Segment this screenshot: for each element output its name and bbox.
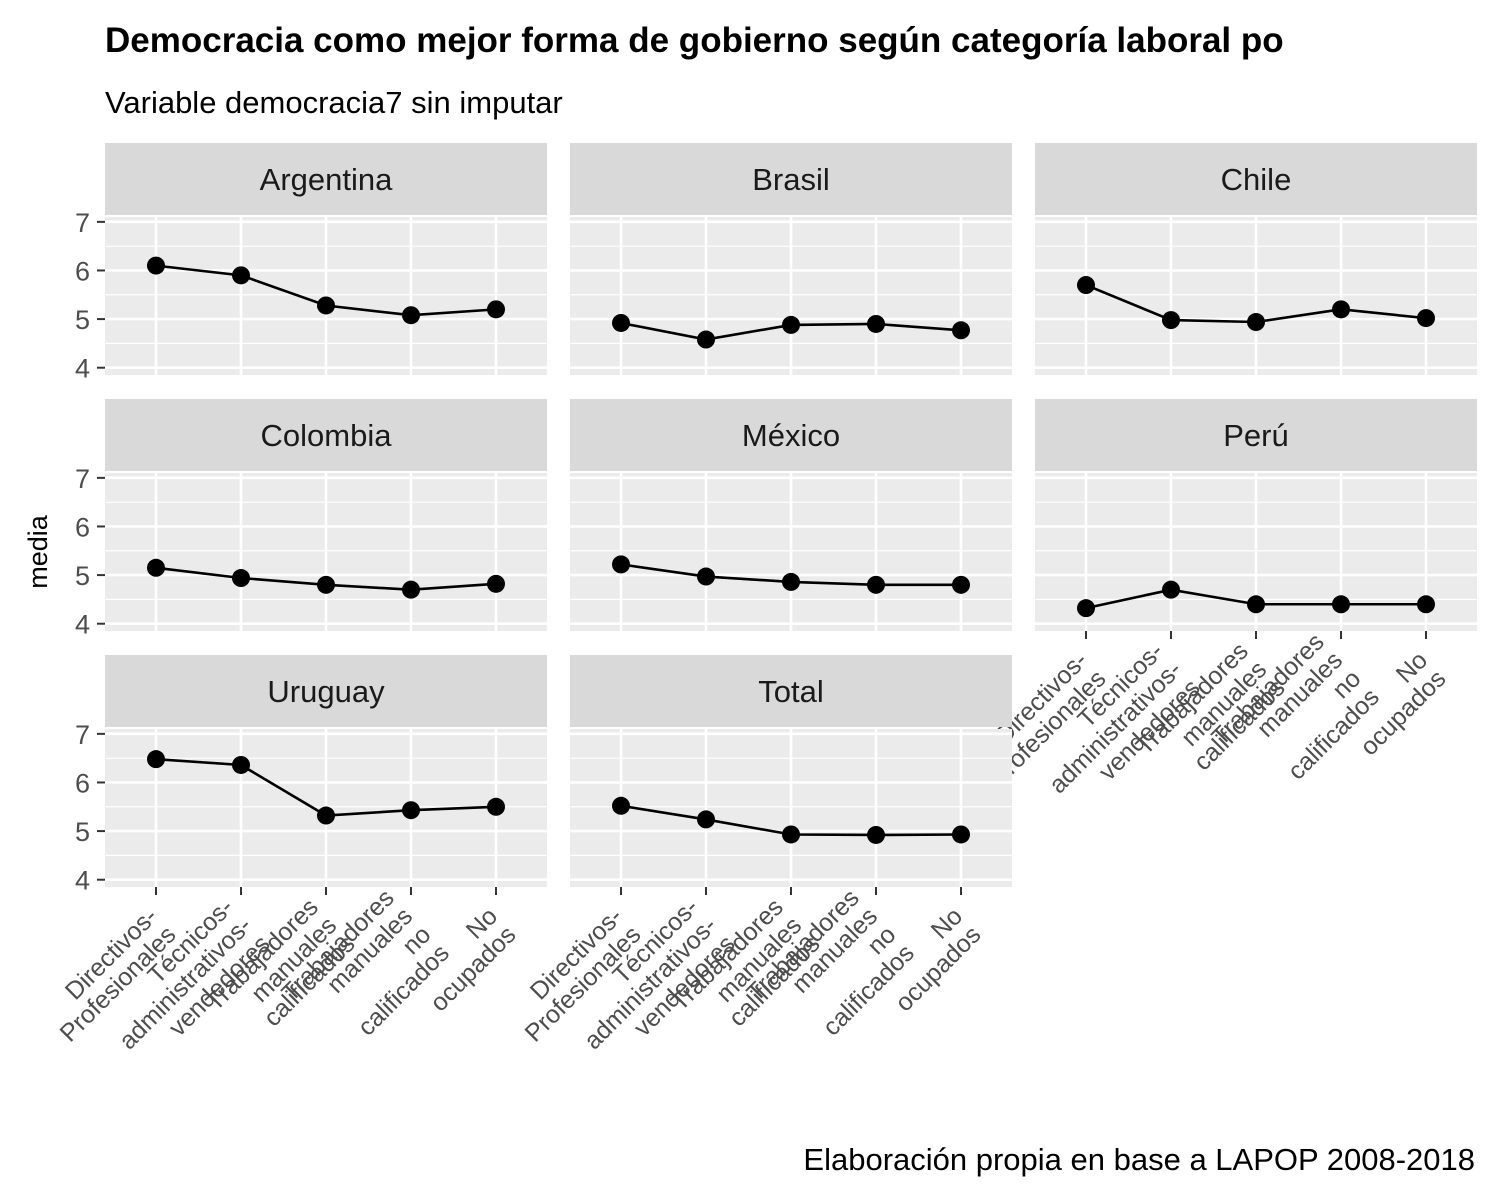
data-point bbox=[952, 825, 970, 844]
data-point bbox=[1077, 599, 1095, 618]
y-tick-label: 7 bbox=[75, 208, 90, 238]
data-point bbox=[1332, 595, 1350, 614]
data-point bbox=[782, 572, 800, 591]
data-point bbox=[487, 797, 505, 816]
facet-strip bbox=[570, 143, 1012, 215]
y-tick-label: 6 bbox=[75, 768, 90, 798]
data-point bbox=[952, 575, 970, 594]
y-tick-label: 5 bbox=[75, 305, 90, 335]
facet-strip-label: Total bbox=[758, 674, 823, 709]
data-point bbox=[147, 750, 165, 769]
facet-strip bbox=[1035, 399, 1477, 471]
facet-strip bbox=[105, 399, 547, 471]
facet-strip-label: Colombia bbox=[261, 418, 393, 453]
data-point bbox=[1162, 311, 1180, 330]
data-point bbox=[1332, 300, 1350, 319]
data-point bbox=[232, 266, 250, 285]
data-point bbox=[867, 825, 885, 844]
facet-strip bbox=[570, 399, 1012, 471]
data-point bbox=[402, 801, 420, 820]
data-point bbox=[867, 314, 885, 333]
data-point bbox=[697, 567, 715, 586]
y-axis-label: media bbox=[23, 514, 53, 589]
data-point bbox=[612, 796, 630, 815]
x-tick-label: Trabajadoresmanualescalificados bbox=[666, 893, 826, 1053]
facet-panel-8: TotalDirectivos-ProfesionalesTécnicos-ad… bbox=[520, 655, 1012, 1055]
facet-strip-label: Uruguay bbox=[267, 674, 385, 709]
facet-panel-1: Argentina 4 5 6 7 bbox=[75, 143, 547, 384]
data-point bbox=[1162, 580, 1180, 599]
facet-strip bbox=[570, 655, 1012, 727]
y-tick-label: 4 bbox=[75, 866, 90, 896]
facet-strip bbox=[1035, 143, 1477, 215]
chart-subtitle: Variable democracia7 sin imputar bbox=[105, 85, 563, 120]
data-point bbox=[232, 755, 250, 774]
y-tick-label: 6 bbox=[75, 256, 90, 286]
data-point bbox=[782, 315, 800, 334]
facet-strip-label: Brasil bbox=[752, 162, 830, 197]
facet-strip-label: México bbox=[742, 418, 840, 453]
facet-panel-7: Uruguay4567Directivos-ProfesionalesTécni… bbox=[55, 655, 547, 1055]
data-point bbox=[317, 575, 335, 594]
y-tick-label: 5 bbox=[75, 561, 90, 591]
y-tick-label: 7 bbox=[75, 720, 90, 750]
data-point bbox=[1417, 309, 1435, 328]
facet-panel-3: Chile bbox=[1035, 143, 1477, 375]
facet-panel-2: Brasil bbox=[570, 143, 1012, 375]
data-point bbox=[867, 575, 885, 594]
data-point bbox=[317, 296, 335, 315]
data-point bbox=[697, 330, 715, 349]
y-tick-label: 4 bbox=[75, 354, 90, 384]
data-point bbox=[697, 810, 715, 829]
facet-strip-label: Perú bbox=[1223, 418, 1288, 453]
y-tick-label: 4 bbox=[75, 610, 90, 640]
data-point bbox=[1247, 595, 1265, 614]
data-point bbox=[612, 313, 630, 332]
facet-strip bbox=[105, 143, 547, 215]
facet-panel-6: PerúDirectivos-ProfesionalesTécnicos-adm… bbox=[985, 399, 1477, 799]
data-point bbox=[1077, 276, 1095, 295]
chart-title: Democracia como mejor forma de gobierno … bbox=[105, 21, 1284, 60]
data-point bbox=[147, 256, 165, 275]
facet-strip bbox=[105, 655, 547, 727]
data-point bbox=[232, 569, 250, 588]
data-point bbox=[402, 580, 420, 599]
y-tick-label: 7 bbox=[75, 464, 90, 494]
data-point bbox=[402, 306, 420, 325]
y-tick-label: 5 bbox=[75, 817, 90, 847]
data-point bbox=[1417, 595, 1435, 614]
data-point bbox=[487, 300, 505, 319]
data-point bbox=[952, 321, 970, 340]
data-point bbox=[147, 558, 165, 577]
data-point bbox=[1247, 313, 1265, 332]
facet-strip-label: Argentina bbox=[260, 162, 393, 197]
data-point bbox=[317, 806, 335, 825]
data-point bbox=[612, 555, 630, 574]
facet-strip-label: Chile bbox=[1221, 162, 1292, 197]
facet-panel-5: México bbox=[570, 399, 1012, 631]
data-point bbox=[487, 574, 505, 593]
facet-panels: Argentina 4 5 6 7 Brasil Chile Colombia 4 5 6 7 Méxi… bbox=[55, 143, 1477, 1055]
y-tick-label: 6 bbox=[75, 512, 90, 542]
facet-panel-4: Colombia 4 5 6 7 bbox=[75, 399, 547, 640]
data-point bbox=[782, 825, 800, 844]
chart-caption: Elaboración propia en base a LAPOP 2008-… bbox=[803, 1142, 1475, 1177]
